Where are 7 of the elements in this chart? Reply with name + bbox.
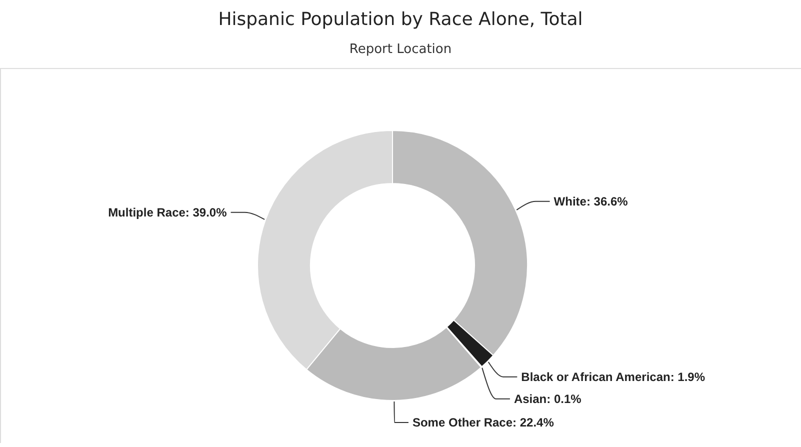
chart-subtitle: Report Location — [349, 42, 452, 57]
slice-label: Multiple Race: 39.0% — [108, 205, 228, 220]
slice-label: Black or African American: 1.9% — [521, 370, 706, 384]
slice-label: Some Other Race: 22.4% — [412, 415, 554, 430]
chart-title: Hispanic Population by Race Alone, Total — [218, 9, 583, 30]
slice-label: White: 36.6% — [554, 194, 628, 208]
slice-label: Asian: 0.1% — [514, 392, 582, 406]
